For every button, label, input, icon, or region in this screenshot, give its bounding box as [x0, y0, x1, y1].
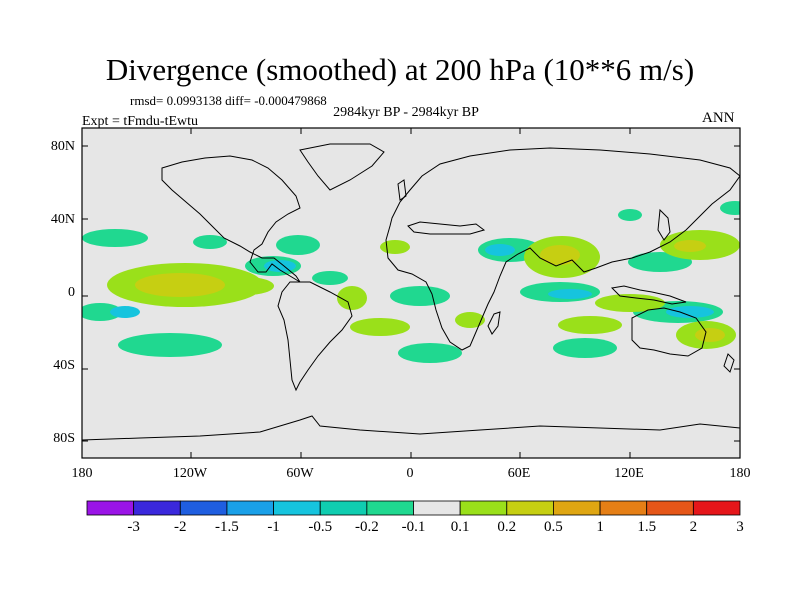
axis-ticks	[81, 128, 741, 458]
lon-label-180e: 180	[729, 466, 751, 481]
colorbar	[86, 500, 741, 516]
season-label: ANN	[702, 110, 735, 126]
lon-label-0: 0	[406, 466, 414, 481]
lon-label-60e: 60E	[507, 466, 531, 481]
japan-coast	[657, 208, 671, 241]
colorbar-label: 1	[596, 519, 604, 535]
colorbar-swatch	[646, 500, 694, 516]
colorbar-swatch	[86, 500, 135, 516]
eurasia-africa-coast	[385, 147, 740, 351]
north-america-coast	[161, 155, 301, 283]
south-america-coast	[277, 281, 353, 392]
colorbar-swatch	[319, 500, 368, 516]
madagascar-coast	[487, 311, 501, 335]
colorbar-swatch	[692, 500, 741, 516]
mediterranean-coast	[407, 221, 486, 235]
colorbar-swatch	[366, 500, 414, 516]
colorbar-label: -3	[127, 519, 140, 535]
colorbar-swatch	[133, 500, 181, 516]
antarctica-coast	[82, 415, 740, 441]
new-zealand-coast	[723, 353, 735, 373]
strong-convergence-region	[110, 244, 714, 318]
colorbar-label: 0.2	[497, 519, 517, 535]
colorbar-label: -2	[174, 519, 187, 535]
colorbar-label: 2	[689, 519, 698, 535]
colorbar-swatch	[413, 500, 461, 516]
lon-label-120e: 120E	[614, 466, 644, 481]
uk-coast	[397, 179, 407, 201]
colorbar-label: 0.5	[544, 519, 563, 535]
colorbar-swatch	[273, 500, 321, 516]
colorbar-label: -1	[267, 519, 280, 535]
lon-label-60w: 60W	[286, 466, 314, 481]
lat-label-80s: 80S	[53, 431, 75, 446]
colorbar-label: 0.1	[450, 519, 470, 535]
colorbar-label: -0.5	[308, 519, 333, 535]
coastlines	[82, 143, 740, 441]
lat-label-40s: 40S	[53, 358, 75, 373]
colorbar-label: 1.5	[637, 519, 657, 535]
lat-label-80n: 80N	[50, 139, 75, 154]
experiment-label: Expt = tFmdu-tEwtu	[82, 114, 199, 129]
greenland-coast	[299, 143, 385, 191]
colorbar-swatch	[599, 500, 648, 516]
colorbar-label: -1.5	[215, 519, 239, 535]
colorbar-swatch	[553, 500, 601, 516]
divergence-contours	[82, 201, 740, 363]
lat-label-0: 0	[68, 285, 75, 300]
colorbar-label: -0.2	[354, 519, 379, 535]
convergence-region	[82, 201, 740, 363]
colorbar-label: 3	[736, 519, 744, 535]
stats-line: rmsd= 0.0993138 diff= -0.000479868	[130, 93, 327, 108]
australia-coast	[631, 307, 707, 357]
colorbar-label: -0.1	[401, 519, 426, 535]
colorbar-swatch	[459, 500, 508, 516]
colorbar-swatch	[179, 500, 228, 516]
lon-label-180w: 180	[71, 466, 93, 481]
strong-divergence-region	[135, 240, 725, 342]
colorbar-swatch	[226, 500, 274, 516]
lon-label-120w: 120W	[172, 466, 208, 481]
plot-title: Divergence (smoothed) at 200 hPa (10**6 …	[105, 52, 695, 87]
colorbar-swatch	[506, 500, 554, 516]
period-label: 2984kyr BP - 2984kyr BP	[333, 105, 479, 120]
lat-label-40n: 40N	[50, 212, 75, 227]
maritime-continent-coast	[610, 285, 687, 305]
